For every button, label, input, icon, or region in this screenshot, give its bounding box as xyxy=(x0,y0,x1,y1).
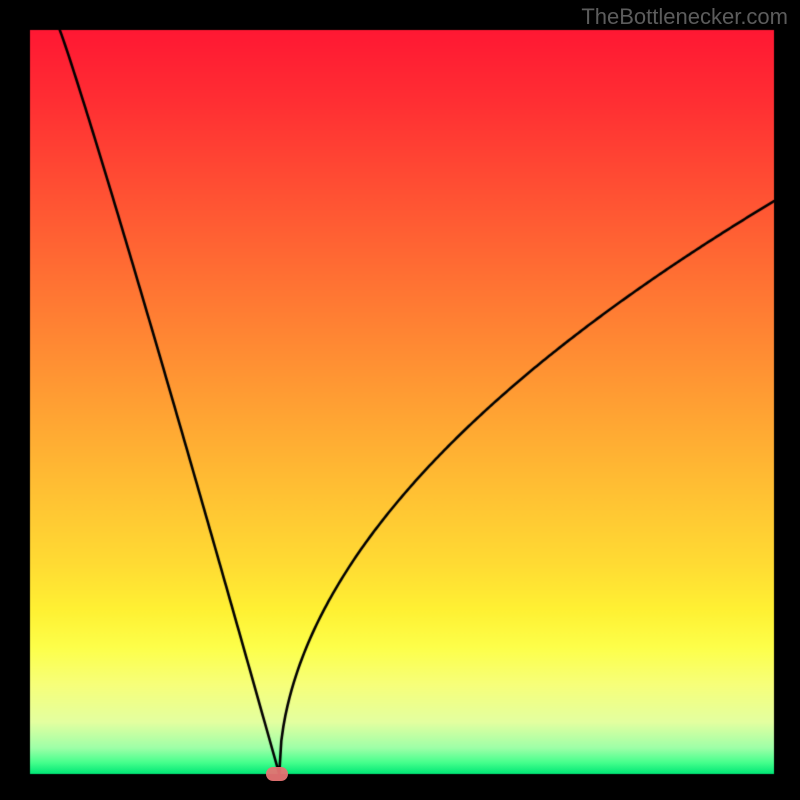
bottleneck-curve xyxy=(0,0,800,800)
watermark-text: TheBottlenecker.com xyxy=(581,4,788,30)
chart-container: TheBottlenecker.com xyxy=(0,0,800,800)
minimum-marker xyxy=(266,767,288,781)
